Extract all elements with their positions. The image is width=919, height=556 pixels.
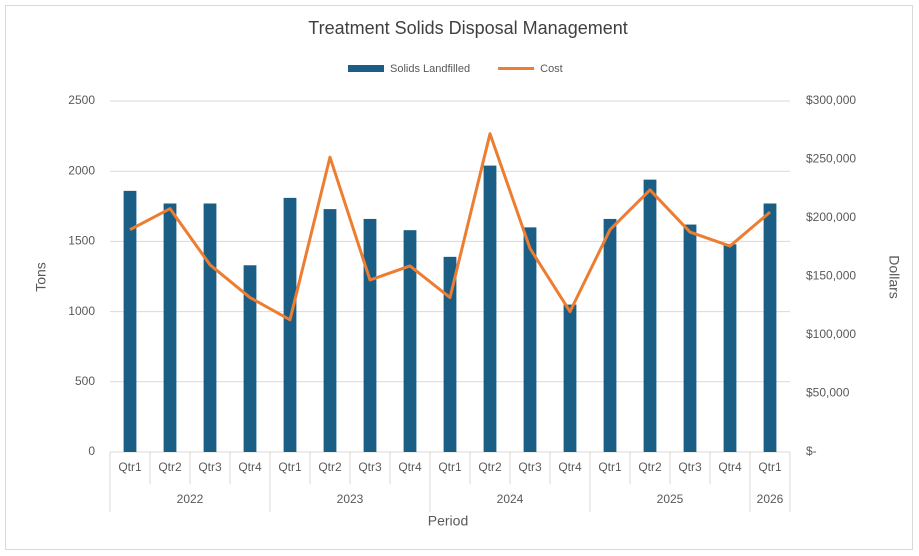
x-tick-label: Qtr1: [438, 460, 462, 474]
group-label: 2023: [337, 492, 364, 506]
x-tick-label: Qtr1: [758, 460, 782, 474]
y2-tick-label: $300,000: [806, 93, 856, 107]
x-tick-label: Qtr1: [598, 460, 622, 474]
bar: [163, 203, 177, 452]
x-tick-label: Qtr4: [238, 460, 262, 474]
bar: [243, 265, 257, 452]
y-tick-label: 2000: [68, 163, 95, 177]
bar: [523, 227, 537, 452]
y-axis-title: Tons: [33, 262, 49, 292]
x-tick-label: Qtr4: [718, 460, 742, 474]
bar: [643, 179, 657, 452]
y2-tick-label: $250,000: [806, 152, 856, 166]
y-tick-label: 1000: [68, 304, 95, 318]
bar: [403, 230, 417, 452]
x-tick-label: Qtr3: [198, 460, 222, 474]
line: [129, 132, 771, 322]
group-label: 2026: [757, 492, 784, 506]
bar: [363, 218, 377, 452]
legend-swatch: [348, 65, 384, 72]
x-tick-label: Qtr3: [358, 460, 382, 474]
x-axis-title: Period: [428, 513, 468, 529]
y2-tick-label: $-: [806, 444, 817, 458]
y-tick-label: 2500: [68, 93, 95, 107]
bar: [123, 190, 137, 452]
bar: [283, 197, 297, 452]
x-tick-label: Qtr2: [478, 460, 502, 474]
x-tick-label: Qtr1: [278, 460, 302, 474]
bar: [483, 165, 497, 453]
bar: [443, 256, 457, 452]
bar: [203, 203, 217, 452]
legend-label: Solids Landfilled: [390, 63, 470, 75]
bar: [603, 218, 617, 452]
legend-label: Cost: [540, 63, 563, 75]
y2-tick-label: $100,000: [806, 327, 856, 341]
x-tick-label: Qtr4: [558, 460, 582, 474]
group-label: 2025: [657, 492, 684, 506]
group-label: 2024: [497, 492, 524, 506]
bar: [683, 224, 697, 452]
x-tick-label: Qtr4: [398, 460, 422, 474]
bar: [763, 203, 777, 452]
y2-tick-label: $50,000: [806, 386, 850, 400]
bar: [723, 244, 737, 452]
y-tick-label: 1500: [68, 234, 95, 248]
chart-title: Treatment Solids Disposal Management: [308, 18, 627, 38]
y-tick-label: 0: [88, 444, 95, 458]
y-tick-label: 500: [75, 374, 95, 388]
chart-border: [5, 5, 913, 550]
x-tick-label: Qtr2: [638, 460, 662, 474]
y2-axis-title: Dollars: [886, 255, 902, 299]
bar: [563, 304, 577, 452]
x-tick-label: Qtr1: [118, 460, 142, 474]
x-tick-label: Qtr2: [318, 460, 342, 474]
x-tick-label: Qtr2: [158, 460, 182, 474]
y2-tick-label: $150,000: [806, 269, 856, 283]
bar: [323, 209, 337, 452]
x-tick-label: Qtr3: [518, 460, 542, 474]
group-label: 2022: [177, 492, 204, 506]
x-tick-label: Qtr3: [678, 460, 702, 474]
y2-tick-label: $200,000: [806, 210, 856, 224]
